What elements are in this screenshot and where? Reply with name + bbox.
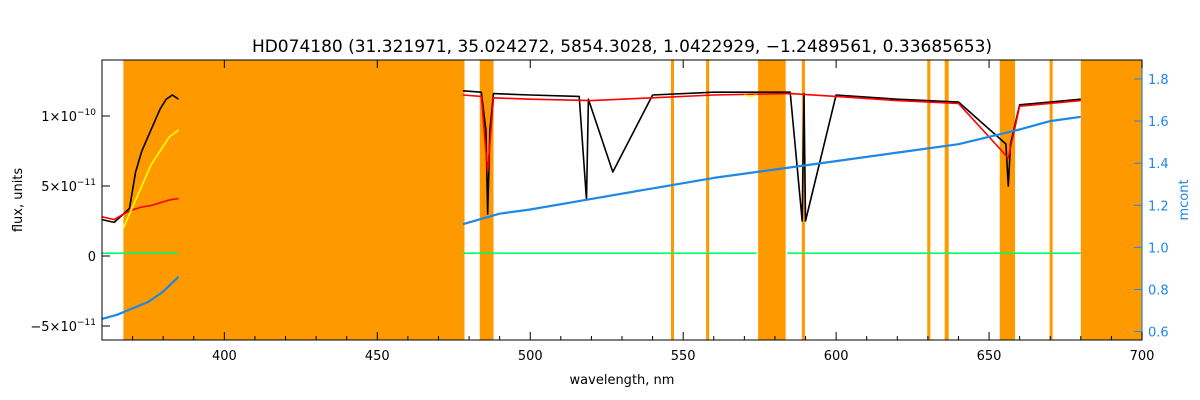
- masked-region-7: [944, 60, 949, 340]
- masked-region-4: [758, 60, 786, 340]
- continuum-series-segment-1: [462, 115, 1081, 226]
- model-series-segment-0: [102, 197, 179, 221]
- y2-tick-label-3: 1.2: [1148, 199, 1169, 214]
- y2-tick-label-2: 1.0: [1148, 241, 1169, 256]
- y2-tick-label-0: 0.6: [1148, 326, 1169, 341]
- x-tick-label-700: 700: [1130, 349, 1155, 364]
- chart-title: HD074180 (31.321971, 35.024272, 5854.302…: [252, 37, 992, 57]
- y2-tick-label-6: 1.8: [1148, 73, 1169, 88]
- y2-tick-label-5: 1.6: [1148, 115, 1169, 130]
- masked-region-0: [123, 60, 465, 340]
- y-axis-left: −5×10−11 0 5×10−11 1×10−10: [30, 108, 110, 335]
- model-series-segment-1: [462, 92, 1081, 173]
- x-tick-label-550: 550: [671, 349, 696, 364]
- x-tick-label-400: 400: [212, 349, 237, 364]
- y2-tick-label-4: 1.4: [1148, 157, 1169, 172]
- y-axis-label: flux, units: [11, 168, 26, 233]
- y-axis-right: 0.6 0.8 1.0 1.2 1.4 1.6 1.8: [1134, 73, 1169, 341]
- y2-axis-label: mcont: [1177, 179, 1192, 220]
- y-tick-label-3: 1×10−10: [41, 108, 96, 125]
- highlight-series-segment-0: [122, 129, 179, 229]
- x-tick-label-650: 650: [977, 349, 1002, 364]
- masked-region-3: [706, 60, 710, 340]
- x-tick-label-500: 500: [518, 349, 543, 364]
- series-layer: [102, 90, 1081, 320]
- x-tick-label-450: 450: [365, 349, 390, 364]
- y-tick-label-2: 5×10−11: [41, 178, 96, 195]
- x-axis-label: wavelength, nm: [570, 373, 675, 388]
- highlight-series-segment-1: [744, 94, 757, 98]
- observed-series-segment-1: [462, 90, 1081, 222]
- x-axis: 400 450 500 550 600 650 700: [132, 60, 1155, 364]
- masked-region-9: [1049, 60, 1053, 340]
- y-tick-label-0: −5×10−11: [30, 318, 96, 335]
- masked-region-8: [999, 60, 1016, 340]
- y-tick-label-1: 0: [88, 250, 96, 265]
- y2-tick-label-1: 0.8: [1148, 283, 1169, 298]
- masked-region-10: [1080, 60, 1142, 340]
- masked-regions: [123, 60, 1142, 340]
- masked-region-2: [670, 60, 674, 340]
- masked-region-5: [801, 60, 805, 340]
- continuum-series-segment-0: [102, 276, 180, 320]
- masked-region-6: [927, 60, 931, 340]
- x-tick-label-600: 600: [824, 349, 849, 364]
